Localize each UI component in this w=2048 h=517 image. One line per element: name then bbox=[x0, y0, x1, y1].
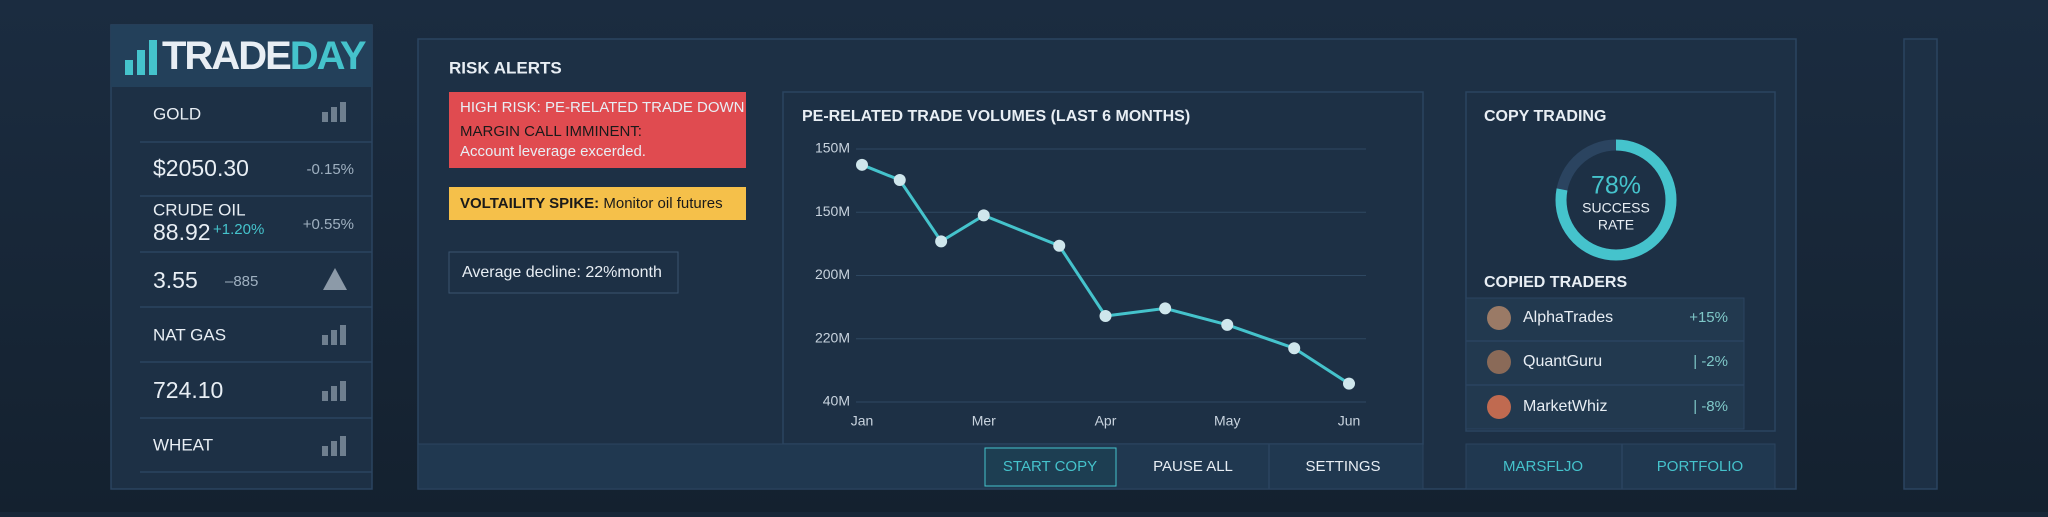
y-tick-label: 40M bbox=[823, 393, 850, 409]
point bbox=[856, 158, 868, 171]
change: -0.15% bbox=[306, 161, 354, 178]
rate-label: RATE bbox=[1598, 217, 1634, 233]
trader-list bbox=[1465, 297, 1745, 430]
alert-body: Monitor oil futures bbox=[599, 195, 722, 212]
point bbox=[935, 235, 948, 248]
section-title: COPIED TRADERS bbox=[1484, 274, 1627, 291]
x-tick-label: Jan bbox=[851, 413, 874, 429]
point bbox=[1099, 309, 1112, 322]
point bbox=[1343, 377, 1355, 390]
rate: 78% bbox=[1591, 172, 1641, 200]
trader-name[interactable]: QuantGuru bbox=[1523, 353, 1602, 370]
trader-change: | -8% bbox=[1693, 398, 1728, 415]
avatars bbox=[1487, 306, 1511, 419]
x-tick-label: Mer bbox=[972, 413, 996, 429]
commodity: CRUDE OIL bbox=[153, 200, 246, 219]
price: 724.10 bbox=[153, 377, 223, 403]
y-tick-label: 150M bbox=[815, 140, 850, 156]
button-label[interactable]: PORTFOLIO bbox=[1657, 458, 1743, 475]
commodity: WHEAT bbox=[153, 435, 213, 454]
watchlist-panel: TRADEDAY GOLD $2050.30 -0.15% CRUDE OIL … bbox=[110, 24, 373, 490]
point bbox=[1053, 239, 1066, 252]
button[interactable] bbox=[984, 447, 1117, 487]
trader-change: | -2% bbox=[1693, 353, 1728, 370]
logo-trade: TRADEDAY bbox=[162, 34, 367, 78]
commodity: NAT GAS bbox=[153, 325, 226, 344]
alert-text: HIGH RISK: PE-RELATED TRADE DOWN bbox=[460, 99, 744, 116]
rate-label: SUCCESS bbox=[1582, 200, 1650, 216]
trader-change: +15% bbox=[1689, 309, 1728, 326]
change: –885 bbox=[225, 273, 258, 290]
line bbox=[861, 163, 1350, 385]
point bbox=[1159, 302, 1172, 315]
commodity: GOLD bbox=[153, 104, 201, 123]
note: Average decline: 22%month bbox=[462, 264, 662, 281]
alert-label: VOLTAILITY SPIKE: bbox=[460, 195, 599, 212]
side-panel bbox=[1903, 38, 1938, 490]
logo-part: TRADE bbox=[162, 34, 291, 78]
donut-arc bbox=[1555, 139, 1677, 261]
alert-text: VOLTAILITY SPIKE: Monitor oil futures bbox=[460, 195, 723, 212]
section-title: RISK ALERTS bbox=[449, 58, 562, 77]
button-label[interactable]: START COPY bbox=[1003, 458, 1097, 475]
x-tick-label: May bbox=[1214, 413, 1240, 429]
point bbox=[893, 173, 906, 186]
warning-icon bbox=[323, 268, 347, 290]
note-box bbox=[448, 251, 679, 294]
alert-high bbox=[449, 92, 746, 168]
price: 88.92 bbox=[153, 219, 211, 245]
price: 3.55 bbox=[153, 267, 198, 293]
change: +0.55% bbox=[303, 216, 354, 233]
y-tick-label: 200M bbox=[815, 266, 850, 282]
chart-title: PE-RELATED TRADE VOLUMES (LAST 6 MONTHS) bbox=[802, 108, 1190, 125]
logo-part: DAY bbox=[290, 34, 367, 78]
point bbox=[1288, 342, 1301, 355]
y-tick-label: 220M bbox=[815, 329, 850, 345]
button-label[interactable]: PAUSE ALL bbox=[1153, 458, 1233, 475]
x-tick-label: Apr bbox=[1095, 413, 1117, 429]
y-tick-label: 150M bbox=[815, 203, 850, 219]
button-label[interactable]: MARSFLJO bbox=[1503, 458, 1583, 475]
button-label[interactable]: SETTINGS bbox=[1305, 458, 1380, 475]
change: +1.20% bbox=[213, 221, 264, 238]
copy-toolbar bbox=[1465, 443, 1776, 490]
point bbox=[1221, 318, 1234, 331]
price: $2050.30 bbox=[153, 155, 249, 181]
section-title: COPY TRADING bbox=[1484, 108, 1606, 125]
alert-text: Account leverage excerded. bbox=[460, 143, 646, 160]
alert-spike bbox=[449, 187, 746, 220]
x-tick-label: Jun bbox=[1338, 413, 1361, 429]
chart-panel bbox=[782, 91, 1424, 445]
alert-text: MARGIN CALL IMMINENT: bbox=[460, 123, 642, 140]
trader-name[interactable]: MarketWhiz bbox=[1523, 398, 1607, 415]
point bbox=[977, 209, 990, 222]
trader-name[interactable]: AlphaTrades bbox=[1523, 309, 1613, 326]
toolbar bbox=[417, 443, 1424, 490]
